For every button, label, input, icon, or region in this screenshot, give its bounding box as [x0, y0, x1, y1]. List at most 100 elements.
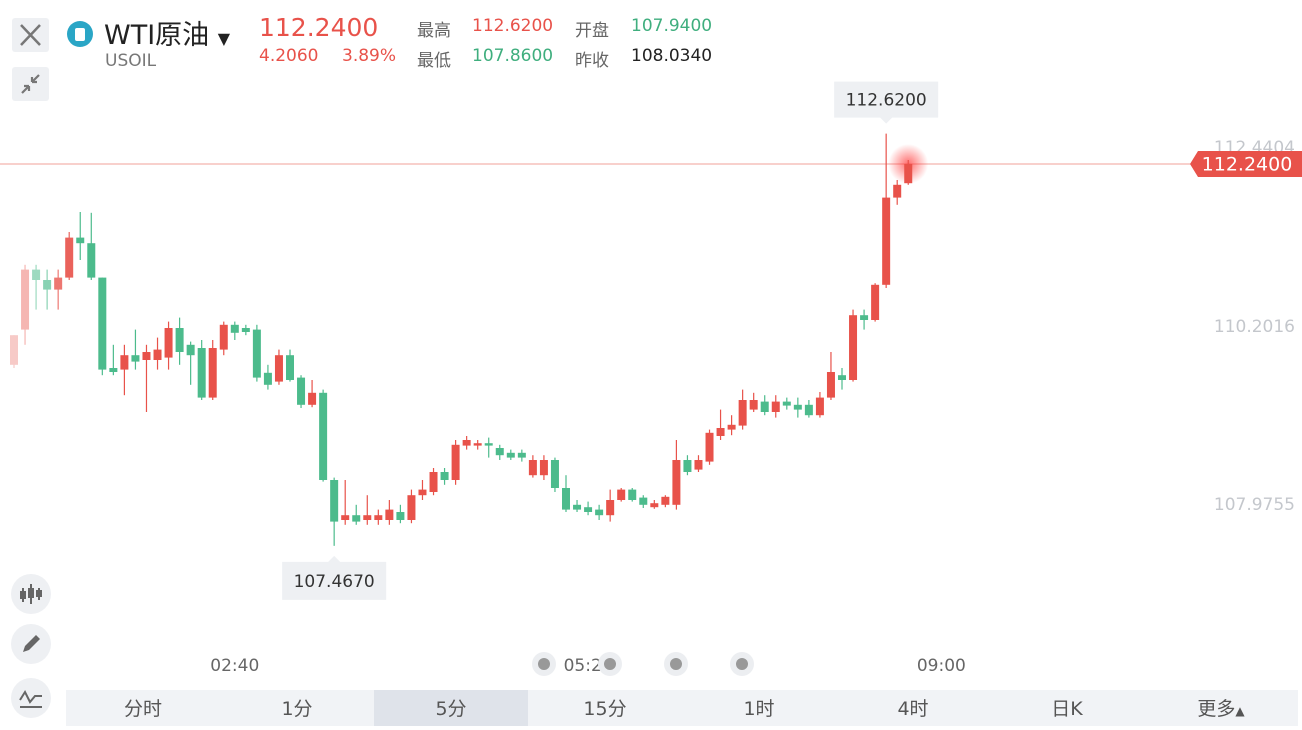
candle	[219, 321, 228, 356]
symbol-code: USOIL	[105, 51, 157, 71]
candle-body	[584, 507, 593, 512]
candle	[595, 504, 604, 520]
candle-body	[771, 401, 780, 412]
candle-body	[517, 452, 526, 458]
symbol-name[interactable]: WTI原油 ▼	[104, 13, 230, 52]
candle	[727, 415, 736, 436]
candle-body	[738, 400, 747, 426]
candle-body	[297, 377, 306, 405]
candle	[142, 344, 151, 412]
candle	[573, 500, 582, 512]
candle	[32, 264, 41, 310]
candle-body	[705, 432, 714, 462]
candle	[506, 449, 515, 460]
candle	[76, 212, 85, 260]
chart-type-button[interactable]	[11, 574, 51, 614]
candle	[10, 335, 18, 368]
timeframe-tabs: 分时 1分 5分 15分 1时 4时 日K 更多▲	[66, 690, 1298, 726]
candle-body	[760, 401, 769, 412]
candle-body	[495, 448, 504, 456]
y-tick-label: 110.2016	[1214, 317, 1295, 337]
candle-body	[804, 404, 813, 416]
candle	[363, 495, 372, 525]
candle	[330, 477, 339, 546]
candle	[495, 444, 504, 460]
candle	[186, 341, 195, 385]
candle	[871, 283, 880, 322]
tab[interactable]: 15分	[583, 698, 627, 720]
candle	[749, 392, 758, 412]
candle-body	[142, 352, 151, 360]
candle-body	[21, 269, 30, 330]
collapse-button[interactable]	[12, 67, 49, 101]
symbol-icon	[66, 20, 94, 53]
candle	[462, 436, 471, 450]
candle-body	[153, 349, 162, 360]
candle-body	[639, 497, 648, 505]
candle-body	[219, 324, 228, 350]
candle-body	[606, 500, 615, 516]
close-button[interactable]	[12, 18, 49, 52]
candle	[760, 395, 769, 416]
candle-body	[120, 355, 129, 370]
tab[interactable]: 1分	[281, 698, 313, 720]
candle-body	[473, 443, 482, 446]
candle	[661, 495, 670, 508]
stat-value: 107.8600	[472, 46, 554, 66]
candle	[341, 480, 350, 525]
indicator-button[interactable]	[11, 678, 51, 718]
candle	[98, 277, 107, 376]
candle	[738, 389, 747, 430]
page-dot-inner	[604, 658, 616, 670]
candle-body	[550, 460, 559, 488]
candle-body	[363, 515, 372, 520]
candle	[606, 489, 615, 522]
x-tick-label: 09:00	[917, 656, 966, 676]
candle	[352, 504, 361, 525]
candle	[849, 309, 858, 382]
candle	[297, 375, 306, 408]
candle	[319, 389, 328, 482]
candle	[418, 480, 427, 500]
tab[interactable]: 日K	[1051, 698, 1083, 720]
candle	[429, 468, 438, 496]
candle	[164, 321, 173, 370]
candle-body	[308, 392, 317, 405]
candle	[308, 380, 317, 408]
tab[interactable]: 1时	[743, 698, 775, 720]
candle-body	[164, 328, 173, 358]
candle-body	[396, 512, 405, 520]
candle-body	[672, 460, 681, 505]
candle	[440, 468, 449, 485]
candle	[826, 352, 835, 400]
stat-label: 最高	[417, 21, 451, 41]
candle	[528, 455, 537, 478]
draw-button[interactable]	[11, 624, 51, 664]
tab[interactable]: 更多▲	[1197, 698, 1245, 720]
candle-body	[252, 329, 261, 378]
min-callout	[282, 555, 387, 600]
candle-body	[838, 375, 846, 380]
tab[interactable]: 4时	[897, 698, 929, 720]
candle-body	[650, 503, 659, 508]
candle-body	[230, 324, 239, 333]
candle	[120, 344, 129, 396]
candle	[517, 449, 526, 462]
tab[interactable]: 5分	[374, 690, 528, 726]
candle-body	[815, 397, 824, 416]
candle	[672, 440, 681, 510]
candle-body	[54, 277, 63, 290]
page-dot-inner	[736, 658, 748, 670]
candle	[252, 324, 261, 382]
candle-body	[628, 489, 637, 500]
candle-body	[539, 460, 548, 476]
candle-body	[131, 355, 140, 362]
candle-body	[98, 277, 107, 370]
candle-body	[319, 392, 328, 480]
tab[interactable]: 分时	[123, 698, 162, 720]
candle-body	[65, 237, 74, 278]
candle-body	[562, 488, 570, 510]
candle-body	[418, 489, 427, 496]
candle	[904, 160, 913, 185]
last-price-label: 112.2400	[1202, 154, 1293, 176]
